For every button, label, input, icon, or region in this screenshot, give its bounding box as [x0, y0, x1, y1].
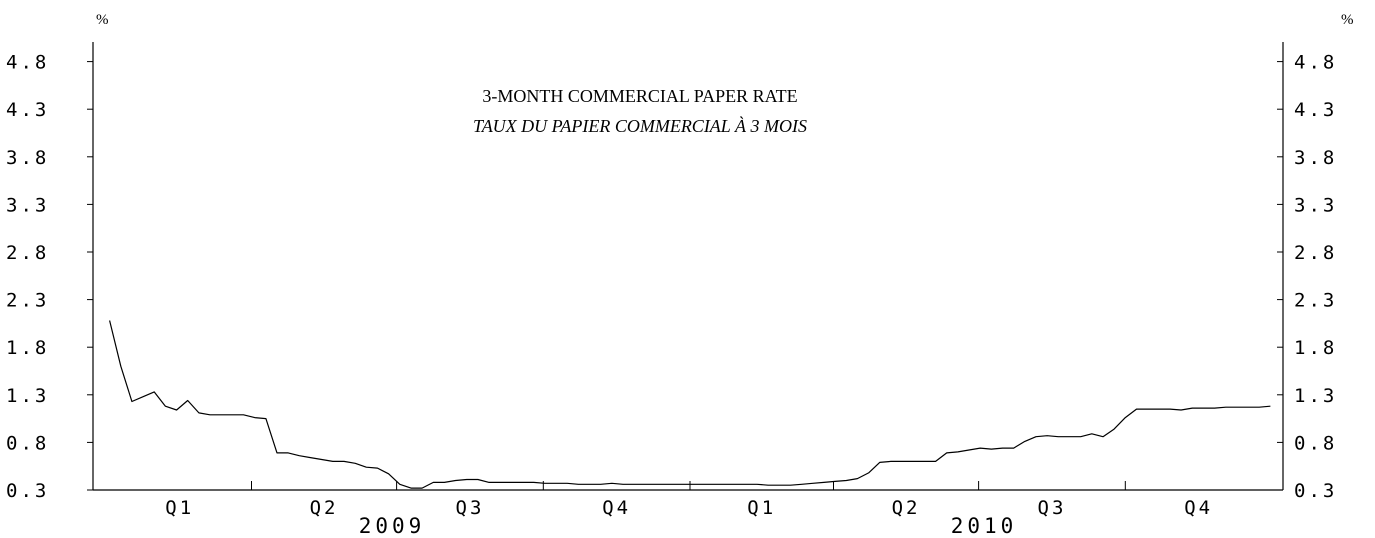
- x-quarter-label-2: Q3: [456, 497, 485, 519]
- x-quarter-label-0: Q1: [165, 497, 194, 519]
- y-tick-label-right-0: 0.3: [1294, 480, 1337, 502]
- y-tick-label-right-5: 2.8: [1294, 242, 1337, 264]
- y-tick-label-right-7: 3.8: [1294, 147, 1337, 169]
- x-quarter-label-6: Q3: [1038, 497, 1067, 519]
- y-tick-label-left-8: 4.3: [6, 99, 49, 121]
- y-tick-label-right-4: 2.3: [1294, 290, 1337, 312]
- y-ticks-left: 0.3 0.8 1.3 1.8 2.3 2.8 3.3 3.8 4.3 4.8: [6, 52, 93, 502]
- year-label-2009: 2009: [359, 514, 426, 538]
- x-quarter-label-3: Q4: [602, 497, 631, 519]
- chart-subtitle: TAUX DU PAPIER COMMERCIAL À 3 MOIS: [473, 115, 807, 136]
- x-quarter-label-4: Q1: [747, 497, 776, 519]
- y-tick-label-left-1: 0.8: [6, 432, 49, 454]
- y-tick-label-right-2: 1.3: [1294, 385, 1337, 407]
- x-quarter-label-1: Q2: [310, 497, 339, 519]
- y-tick-label-left-3: 1.8: [6, 337, 49, 359]
- x-quarter-label-5: Q2: [892, 497, 921, 519]
- y-tick-label-left-5: 2.8: [6, 242, 49, 264]
- y-tick-label-left-0: 0.3: [6, 480, 49, 502]
- y-tick-label-left-7: 3.8: [6, 147, 49, 169]
- year-label-2010: 2010: [951, 514, 1018, 538]
- x-quarter-labels: Q1 Q2 Q3 Q4 Q1 Q2 Q3 Q4: [165, 497, 1213, 519]
- y-unit-right: %: [1341, 12, 1354, 28]
- y-tick-label-right-6: 3.3: [1294, 194, 1337, 216]
- y-tick-label-left-4: 2.3: [6, 290, 49, 312]
- x-ticks: [251, 481, 1126, 490]
- axes-group: [92, 42, 1284, 491]
- y-tick-label-right-1: 0.8: [1294, 432, 1337, 454]
- series-line-0: [109, 320, 1271, 489]
- y-ticks-right: 0.3 0.8 1.3 1.8 2.3 2.8 3.3 3.8 4.3 4.8: [1277, 52, 1337, 502]
- y-unit-left: %: [96, 12, 109, 28]
- series-layer: [109, 320, 1271, 489]
- x-quarter-label-7: Q4: [1184, 497, 1213, 519]
- chart-title: 3-MONTH COMMERCIAL PAPER RATE: [482, 86, 797, 106]
- y-tick-label-left-9: 4.8: [6, 52, 49, 74]
- y-tick-label-right-8: 4.3: [1294, 99, 1337, 121]
- y-tick-label-left-2: 1.3: [6, 385, 49, 407]
- y-tick-label-right-9: 4.8: [1294, 52, 1337, 74]
- y-tick-label-left-6: 3.3: [6, 194, 49, 216]
- y-tick-label-right-3: 1.8: [1294, 337, 1337, 359]
